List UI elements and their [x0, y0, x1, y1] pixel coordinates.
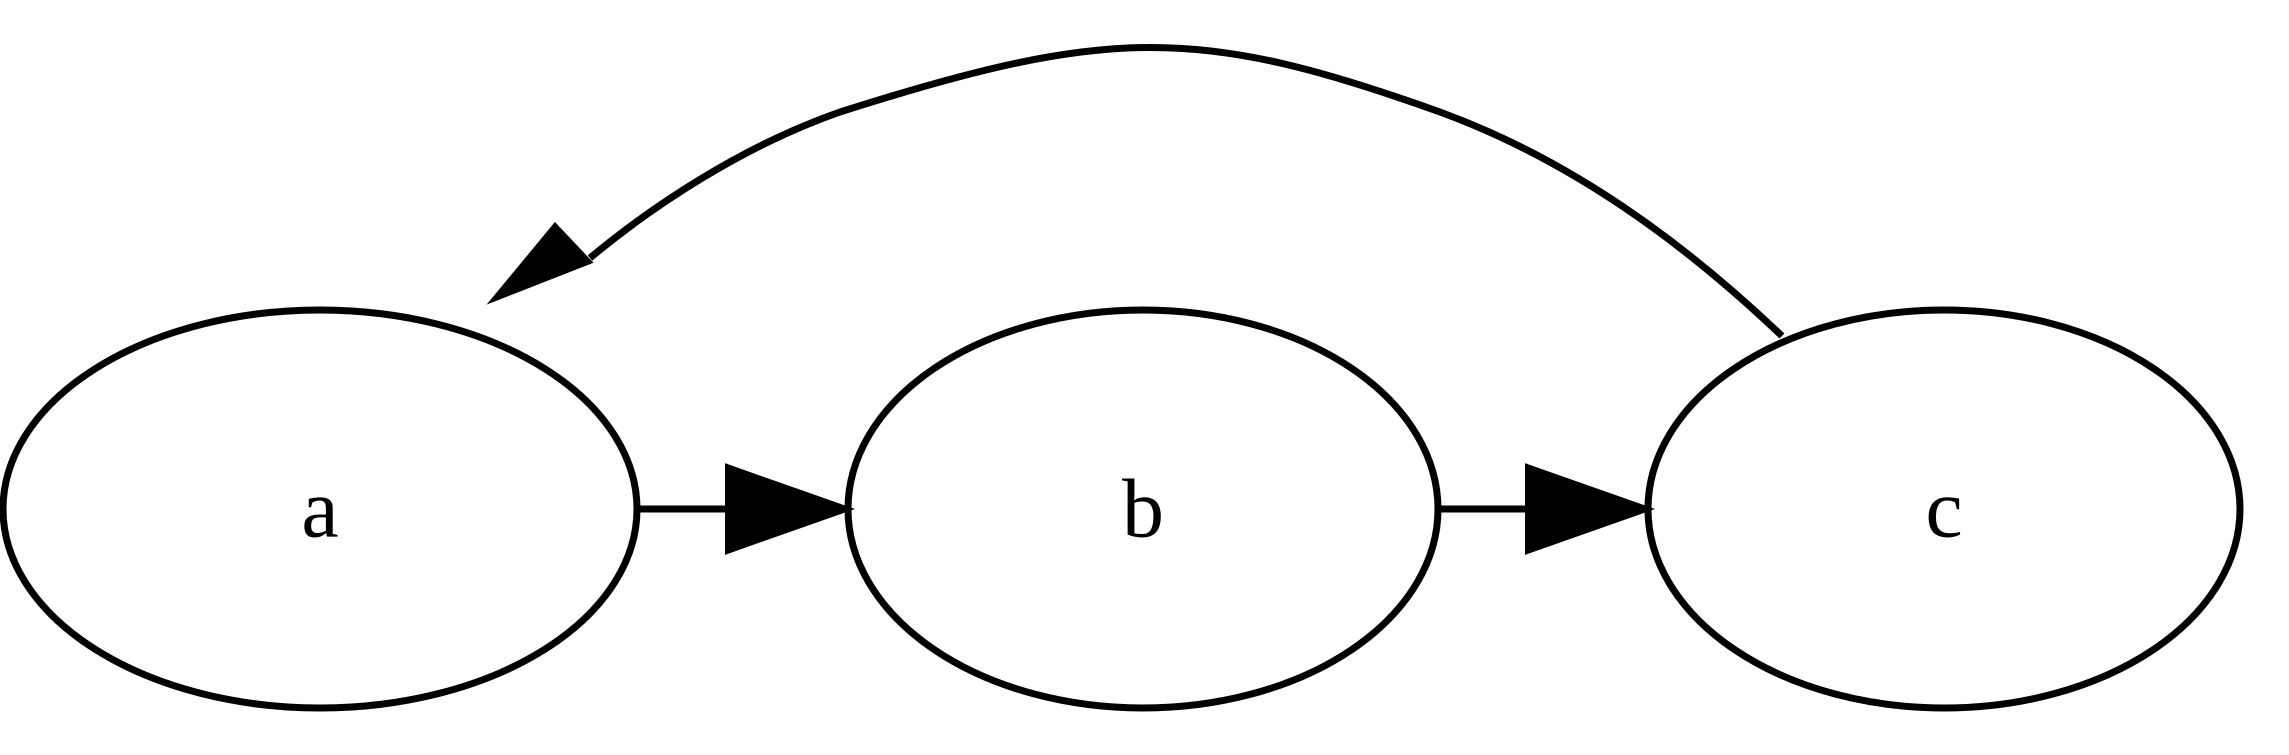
node-b-ellipse — [844, 306, 1442, 712]
node-a-label: a — [301, 463, 338, 556]
node-b-label: b — [1122, 463, 1164, 556]
node-a-ellipse — [0, 306, 641, 712]
arrowhead-icon — [1525, 463, 1656, 555]
node-a[interactable]: a — [0, 306, 641, 712]
edge-a-to-b[interactable] — [639, 463, 856, 555]
node-b[interactable]: b — [844, 306, 1442, 712]
edge-c-to-a[interactable] — [486, 44, 1785, 339]
edge-b-to-c[interactable] — [1440, 463, 1656, 555]
node-c-ellipse — [1644, 306, 2244, 712]
arrowhead-icon — [486, 221, 594, 305]
arrowhead-icon — [725, 463, 856, 555]
node-c-label: c — [1925, 463, 1962, 556]
node-c[interactable]: c — [1644, 306, 2244, 712]
